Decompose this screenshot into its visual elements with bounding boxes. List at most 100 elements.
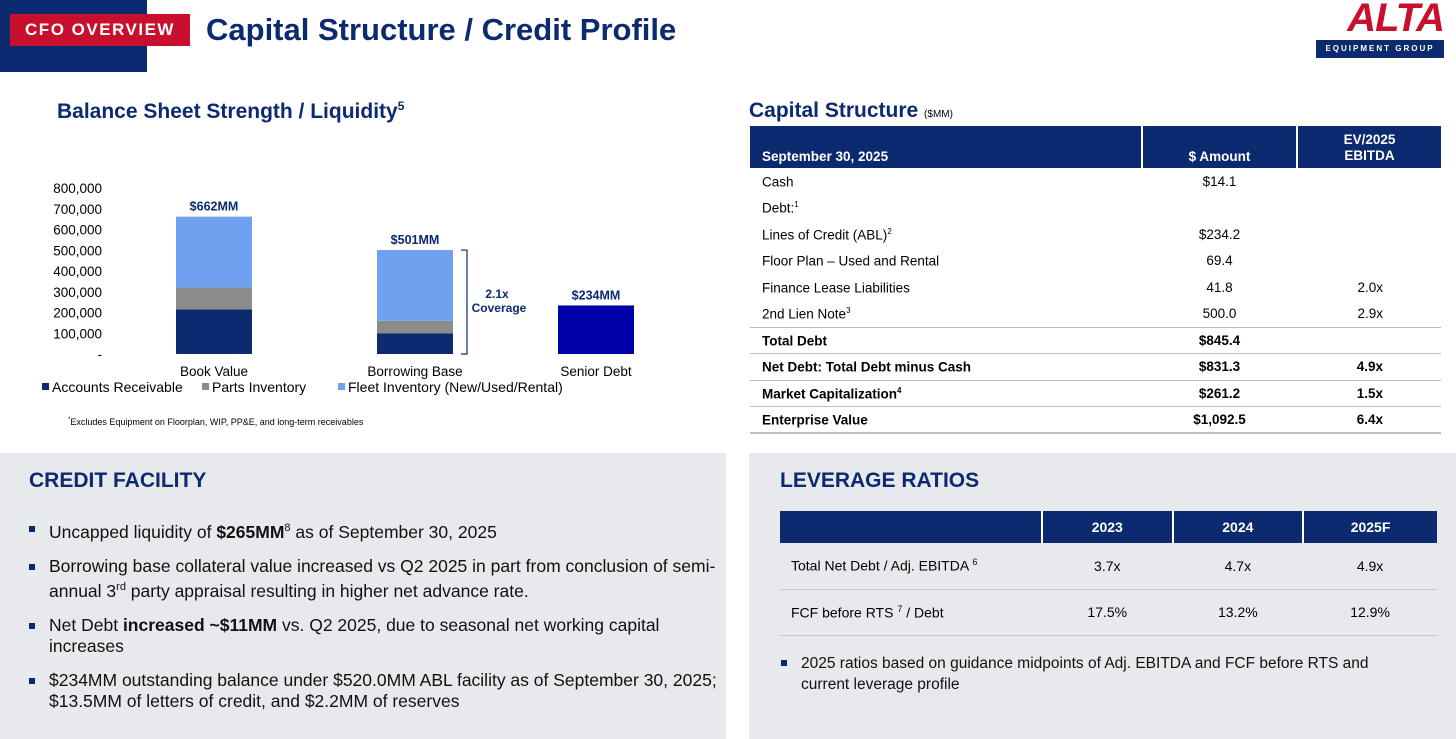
list-item: $234MM outstanding balance under $520.0M… <box>29 670 719 712</box>
bar-segment-senior-debt <box>558 305 634 354</box>
row-amount: $14.1 <box>1202 173 1237 189</box>
table-header-row: September 30, 2025 $ Amount EV/2025 EBITD… <box>750 126 1441 168</box>
coverage-label-word: Coverage <box>472 301 527 315</box>
list-item: 2025 ratios based on guidance midpoints … <box>781 653 1421 695</box>
row-ratio <box>1297 168 1441 195</box>
row-amount: $261.2 <box>1142 379 1297 407</box>
row-label: Finance Lease Liabilities <box>762 280 910 295</box>
row-ratio: 6.4x <box>1297 406 1441 434</box>
row-label: Market Capitalization4 <box>750 379 1142 407</box>
row-ratio: 2.0x <box>1357 279 1383 295</box>
row-label: Net Debt: Total Debt minus Cash <box>750 353 1142 380</box>
row-label: Lines of Credit (ABL)2 <box>762 226 892 243</box>
cell-2024: 4.7x <box>1172 543 1304 590</box>
bar-segment-fleet-inventory-new-used-rental <box>176 216 252 288</box>
list-item: Net Debt increased ~$11MM vs. Q2 2025, d… <box>29 615 719 657</box>
section-tag: CFO OVERVIEW <box>10 14 190 46</box>
row-ratio <box>1297 248 1441 275</box>
table-row: 2nd Lien Note3 500.0 2.9x <box>750 301 1441 328</box>
bar-segment-accounts-receivable <box>377 333 453 354</box>
balance-sheet-title: Balance Sheet Strength / Liquidity5 <box>57 99 405 123</box>
table-row: Enterprise Value $1,092.5 6.4x <box>750 406 1441 434</box>
list-item: Borrowing base collateral value increase… <box>29 556 719 602</box>
row-amount <box>1142 195 1297 222</box>
row-ratio <box>1297 326 1441 354</box>
legend-swatch <box>338 383 345 390</box>
table-row: Net Debt: Total Debt minus Cash $831.3 4.9… <box>750 353 1441 380</box>
row-amount: $845.4 <box>1142 326 1297 354</box>
x-category-label: Borrowing Base <box>367 364 462 379</box>
y-tick-label: 400,000 <box>53 264 102 279</box>
row-ratio: 4.9x <box>1297 353 1441 380</box>
legend-label: Parts Inventory <box>212 379 306 395</box>
credit-facility-title: CREDIT FACILITY <box>29 469 207 492</box>
y-tick-label: 100,000 <box>53 326 102 341</box>
bar-total-label: $662MM <box>190 200 239 214</box>
cell-2025f: 4.9x <box>1303 543 1437 590</box>
table-row: FCF before RTS 7 / Debt 17.5% 13.2% 12.9… <box>780 589 1437 636</box>
header-2023: 2023 <box>1041 511 1173 543</box>
row-amount: 41.8 <box>1206 279 1233 295</box>
row-label: Total Net Debt / Adj. EBITDA 6 <box>780 543 1042 590</box>
row-amount: $234.2 <box>1198 226 1241 242</box>
logo-text: ALTA <box>1347 0 1445 40</box>
table-row: Total Debt $845.4 <box>750 326 1441 354</box>
row-label: Floor Plan – Used and Rental <box>762 253 940 269</box>
cell-2023: 3.7x <box>1042 543 1173 590</box>
header-date: September 30, 2025 <box>750 126 1142 168</box>
row-ratio: 1.5x <box>1297 379 1441 407</box>
table-row: Cash $14.1 <box>750 168 1441 195</box>
legend-label: Accounts Receivable <box>52 379 183 395</box>
legend-label: Fleet Inventory (New/Used/Rental) <box>348 379 563 395</box>
bar-segment-fleet-inventory-new-used-rental <box>377 250 453 321</box>
header-ev-ebitda: EV/2025 EBITDA <box>1296 126 1441 168</box>
row-label: FCF before RTS 7 / Debt <box>780 589 1042 636</box>
row-label: 2nd Lien Note3 <box>762 305 851 322</box>
y-tick-label: 600,000 <box>53 223 102 238</box>
y-tick-label: 500,000 <box>53 243 102 258</box>
table-header-row: 2023 2024 2025F <box>780 511 1437 543</box>
leverage-table: 2023 2024 2025F Total Net Debt / Adj. EB… <box>780 511 1437 636</box>
x-category-label: Senior Debt <box>560 364 632 379</box>
y-tick-label: 800,000 <box>53 181 102 196</box>
row-ratio <box>1297 195 1441 222</box>
coverage-bracket <box>461 249 468 355</box>
header-blank <box>780 511 1042 543</box>
legend-swatch <box>42 383 49 390</box>
cell-2023: 17.5% <box>1042 589 1173 636</box>
table-row: Total Net Debt / Adj. EBITDA 6 3.7x 4.7x… <box>780 543 1437 590</box>
logo-subtitle: EQUIPMENT GROUP <box>1316 40 1444 58</box>
alta-logo: ALTA EQUIPMENT GROUP <box>1316 0 1446 60</box>
y-tick-label: 200,000 <box>53 306 102 321</box>
balance-sheet-chart: - 100,000 200,000 300,000 400,000 500,000 600,… <box>42 181 634 395</box>
table-row: Floor Plan – Used and Rental 69.4 <box>750 248 1441 275</box>
row-ratio: 2.9x <box>1357 306 1383 321</box>
header-amount: $ Amount <box>1141 126 1297 168</box>
row-label: Enterprise Value <box>750 406 1142 434</box>
table-row: Lines of Credit (ABL)2 $234.2 <box>750 221 1441 248</box>
bar-segment-accounts-receivable <box>176 309 252 354</box>
credit-facility-panel <box>0 453 726 739</box>
capital-structure-table: September 30, 2025 $ Amount EV/2025 EBITD… <box>750 126 1441 434</box>
bar-total-label: $501MM <box>391 233 440 247</box>
y-tick-label: 300,000 <box>53 285 102 300</box>
leverage-title: LEVERAGE RATIOS <box>780 469 980 492</box>
page-title: Capital Structure / Credit Profile <box>206 12 677 47</box>
row-label: Total Debt <box>750 326 1142 354</box>
y-tick-label: - <box>98 347 103 362</box>
header-2025f: 2025F <box>1302 511 1437 543</box>
row-label: Cash <box>762 174 794 189</box>
capital-structure-title: Capital Structure ($MM) <box>749 99 953 122</box>
bar-segment-parts-inventory <box>377 320 453 334</box>
header-2024: 2024 <box>1171 511 1304 543</box>
row-label: Debt:1 <box>762 200 799 216</box>
table-row: Finance Lease Liabilities 41.8 2.0x <box>750 274 1441 301</box>
legend-swatch <box>202 383 209 390</box>
leverage-bullets: 2025 ratios based on guidance midpoints … <box>781 653 1421 695</box>
coverage-label-ratio: 2.1x <box>485 287 509 301</box>
y-tick-label: 700,000 <box>53 202 102 217</box>
list-item: Uncapped liquidity of $265MM8 as of Sept… <box>29 518 719 543</box>
row-amount: $1,092.5 <box>1142 406 1297 434</box>
row-amount: 500.0 <box>1202 306 1237 321</box>
table-row: Market Capitalization4 $261.2 1.5x <box>750 379 1441 407</box>
